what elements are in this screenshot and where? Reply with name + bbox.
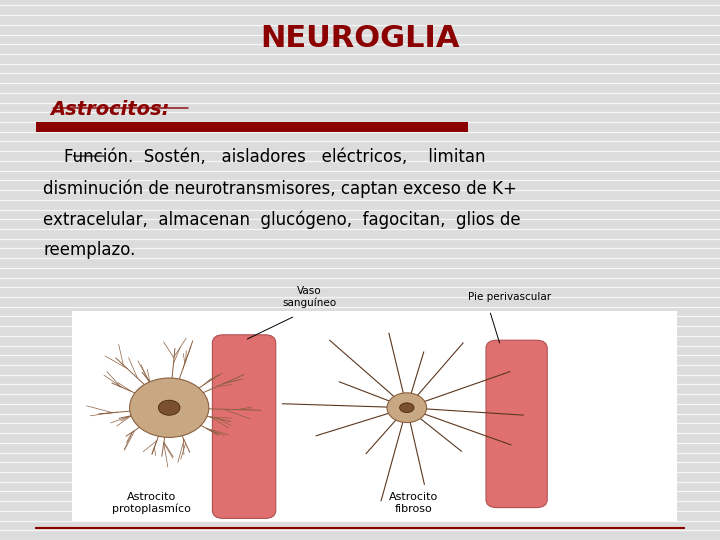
Text: Pie perivascular: Pie perivascular (468, 292, 551, 302)
Ellipse shape (158, 400, 180, 415)
FancyBboxPatch shape (72, 310, 677, 521)
Ellipse shape (130, 378, 209, 437)
Text: Astrocitos:: Astrocitos: (50, 100, 170, 119)
Ellipse shape (387, 393, 426, 422)
FancyBboxPatch shape (486, 340, 547, 508)
Text: Astrocito
protoplasmíco: Astrocito protoplasmíco (112, 492, 191, 514)
Text: reemplazo.: reemplazo. (43, 241, 135, 259)
Text: NEUROGLIA: NEUROGLIA (260, 24, 460, 53)
Text: extracelular,  almacenan  glucógeno,  fagocitan,  glios de: extracelular, almacenan glucógeno, fagoc… (43, 210, 521, 228)
Text: disminución de neurotransmisores, captan exceso de K+: disminución de neurotransmisores, captan… (43, 179, 517, 198)
Ellipse shape (400, 403, 414, 413)
FancyBboxPatch shape (212, 335, 276, 518)
FancyBboxPatch shape (36, 122, 468, 132)
Text: Función.  Sostén,   aisladores   eléctricos,    limitan: Función. Sostén, aisladores eléctricos, … (43, 148, 486, 166)
Text: Astrocito
fibroso: Astrocito fibroso (390, 492, 438, 514)
Text: Vaso
sanguíneo: Vaso sanguíneo (282, 286, 337, 308)
